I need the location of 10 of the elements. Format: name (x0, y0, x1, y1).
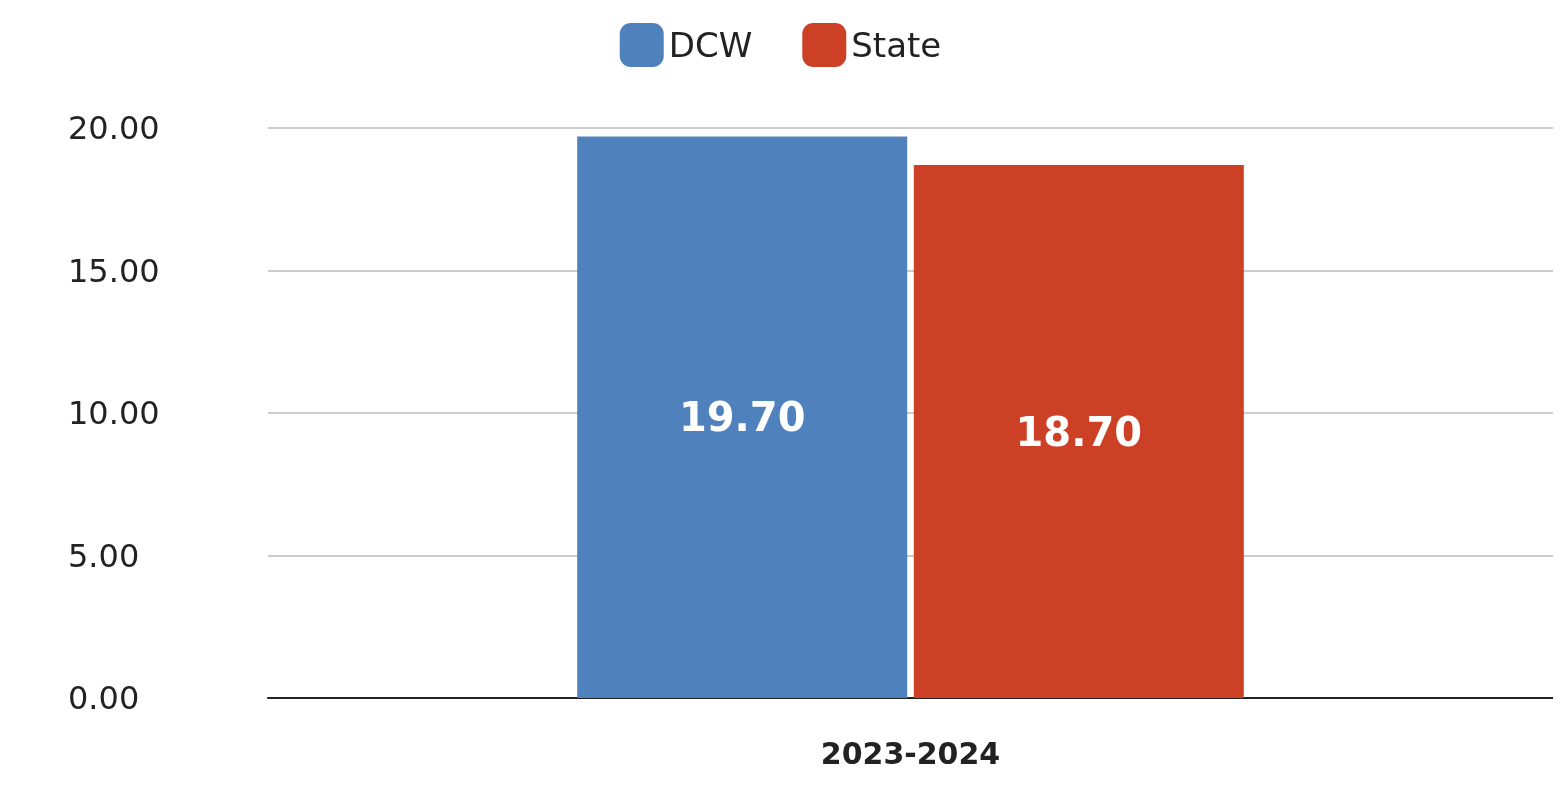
legend-label: State (851, 25, 942, 65)
y-tick-label: 5.00 (68, 536, 140, 575)
data-label: 19.70 (678, 394, 806, 441)
data-label: 18.70 (1015, 408, 1143, 455)
y-tick-label: 20.00 (68, 109, 160, 147)
legend-label: DCW (668, 25, 753, 65)
y-tick-label: 15.00 (68, 251, 160, 290)
y-tick-label: 0.00 (68, 679, 140, 717)
y-tick-label: 10.00 (68, 394, 160, 432)
x-tick-label: 2023-2024 (820, 735, 1001, 771)
